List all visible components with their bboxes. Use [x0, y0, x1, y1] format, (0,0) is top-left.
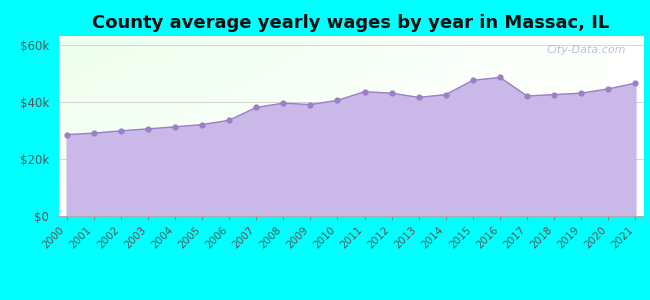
Title: County average yearly wages by year in Massac, IL: County average yearly wages by year in M…	[92, 14, 610, 32]
Point	[251, 105, 261, 110]
Point	[576, 91, 586, 95]
Point	[224, 118, 234, 123]
Point	[413, 95, 424, 100]
Point	[467, 78, 478, 83]
Point	[88, 131, 99, 136]
Point	[522, 94, 532, 98]
Point	[116, 128, 126, 133]
Point	[197, 122, 207, 127]
Point	[495, 75, 505, 80]
Point	[170, 124, 180, 129]
Point	[305, 102, 315, 107]
Text: City-Data.com: City-Data.com	[547, 45, 626, 55]
Point	[386, 91, 396, 95]
Point	[142, 127, 153, 131]
Point	[630, 81, 641, 85]
Point	[61, 132, 72, 137]
Point	[441, 92, 451, 97]
Point	[549, 92, 559, 97]
Point	[603, 86, 614, 91]
Point	[359, 89, 370, 94]
Point	[278, 101, 289, 106]
Point	[332, 98, 343, 103]
